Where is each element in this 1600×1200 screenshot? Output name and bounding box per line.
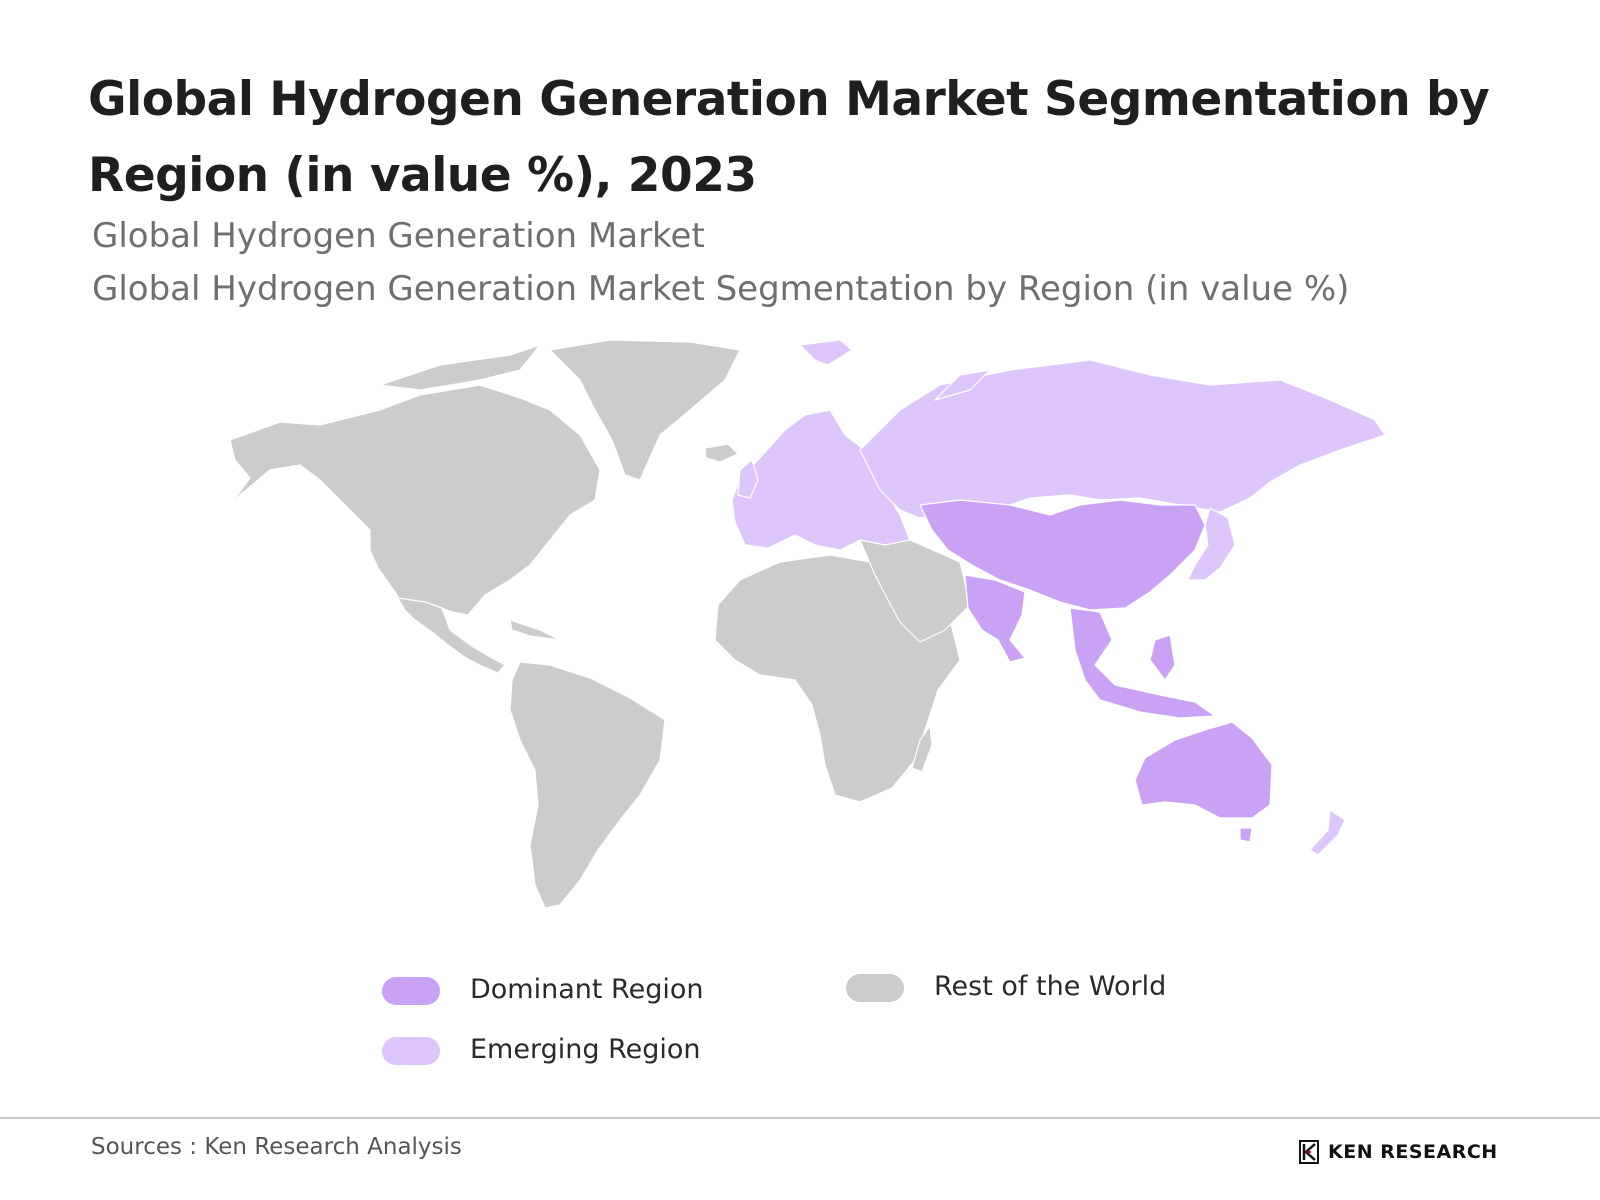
region-caribbean	[509, 619, 561, 641]
region-russia	[859, 359, 1386, 519]
region-india	[964, 574, 1026, 663]
region-southeast-asia	[1069, 607, 1216, 719]
source-note: Sources : Ken Research Analysis	[91, 1134, 462, 1160]
region-middle-east	[859, 539, 971, 643]
region-madagascar	[911, 725, 933, 773]
region-greenland	[549, 340, 741, 481]
region-new-zealand	[1309, 809, 1346, 856]
footer-divider	[0, 1117, 1600, 1119]
subtitle-market: Global Hydrogen Generation Market	[92, 216, 705, 256]
world-map	[227, 340, 1386, 909]
region-tasmania	[1239, 827, 1253, 843]
legend-label-rest: Rest of the World	[934, 971, 1167, 1002]
region-uk	[737, 459, 759, 499]
region-australia	[1134, 721, 1273, 819]
region-china	[919, 499, 1206, 611]
legend-label-dominant: Dominant Region	[470, 974, 704, 1005]
ken-research-logo: KEN RESEARCH	[1298, 1138, 1498, 1166]
region-iceland	[704, 443, 739, 463]
subtitle-segmentation: Global Hydrogen Generation Market Segmen…	[92, 269, 1350, 309]
legend-swatch-emerging	[382, 1037, 440, 1065]
region-arctic-islands	[379, 344, 541, 391]
logo-text: KEN RESEARCH	[1328, 1141, 1498, 1163]
page-title: Global Hydrogen Generation Market Segmen…	[88, 72, 1490, 203]
legend-swatch-dominant	[382, 977, 440, 1005]
region-central-america	[397, 597, 506, 674]
ken-research-logo-icon	[1299, 1140, 1319, 1164]
region-svalbard	[799, 340, 853, 366]
region-south-america	[509, 661, 666, 909]
region-philippines	[1149, 634, 1176, 681]
legend-label-emerging: Emerging Region	[470, 1034, 701, 1065]
region-europe	[731, 409, 911, 551]
region-japan	[1187, 507, 1236, 581]
region-novaya-zemlya	[934, 369, 991, 401]
region-north-america	[227, 384, 601, 616]
legend-swatch-rest	[846, 974, 904, 1002]
